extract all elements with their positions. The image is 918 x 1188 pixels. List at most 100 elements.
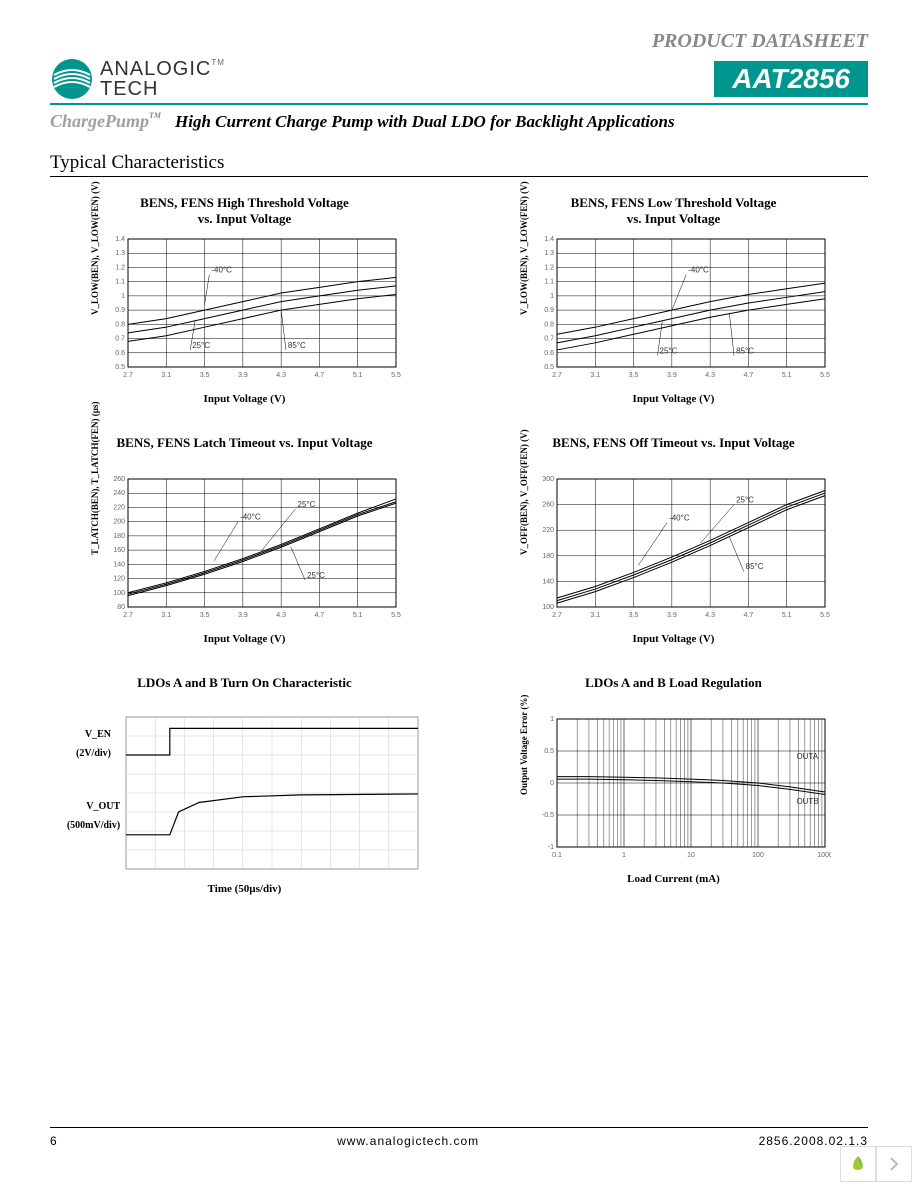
chart-xlabel: Load Current (mA) [627, 873, 720, 885]
svg-text:-0.5: -0.5 [541, 812, 553, 819]
svg-text:1.4: 1.4 [115, 236, 125, 243]
svg-text:5.5: 5.5 [391, 612, 401, 619]
svg-text:180: 180 [113, 533, 125, 540]
product-subtitle: High Current Charge Pump with Dual LDO f… [175, 112, 675, 132]
chart-1: BENS, FENS Low Threshold Voltagevs. Inpu… [479, 195, 868, 405]
svg-text:-1: -1 [547, 844, 553, 851]
chart-title: BENS, FENS Low Threshold Voltagevs. Inpu… [571, 195, 777, 227]
svg-text:3.9: 3.9 [237, 612, 247, 619]
svg-text:3.5: 3.5 [628, 612, 638, 619]
svg-text:5.5: 5.5 [820, 372, 830, 379]
svg-text:0.7: 0.7 [544, 336, 554, 343]
chart-title: BENS, FENS Latch Timeout vs. Input Volta… [117, 435, 373, 467]
svg-text:0.9: 0.9 [544, 307, 554, 314]
chart-5: LDOs A and B Load RegulationOutput Volta… [479, 675, 868, 895]
section-title: Typical Characteristics [50, 152, 868, 174]
nav-next-button[interactable] [876, 1146, 912, 1182]
chart-ylabel: V_LOW(BEN), V_LOW(FEN) (V) [90, 301, 100, 315]
chart-xlabel: Input Voltage (V) [633, 633, 715, 645]
svg-text:4.7: 4.7 [314, 372, 324, 379]
svg-text:0.7: 0.7 [115, 336, 125, 343]
scope-ylabel: V_EN(2V/div) [76, 721, 111, 767]
svg-text:1.2: 1.2 [115, 264, 125, 271]
svg-text:100: 100 [113, 590, 125, 597]
svg-text:-40°C: -40°C [240, 513, 261, 522]
svg-text:260: 260 [113, 476, 125, 483]
svg-text:4.3: 4.3 [276, 612, 286, 619]
svg-text:140: 140 [542, 578, 554, 585]
chart-ylabel: V_OFF(BEN), V_OFF(FEN) (V) [519, 541, 529, 555]
svg-text:4.7: 4.7 [743, 372, 753, 379]
svg-text:1.1: 1.1 [544, 279, 554, 286]
chart-title: LDOs A and B Turn On Characteristic [137, 675, 352, 707]
svg-text:100: 100 [752, 852, 764, 859]
chart-4: LDOs A and B Turn On Characteristic V_EN(… [50, 675, 439, 895]
svg-text:5.1: 5.1 [352, 612, 362, 619]
svg-text:180: 180 [542, 553, 554, 560]
chart-title: BENS, FENS High Threshold Voltagevs. Inp… [140, 195, 349, 227]
chart-3: BENS, FENS Off Timeout vs. Input Voltage… [479, 435, 868, 645]
svg-text:3.9: 3.9 [237, 372, 247, 379]
svg-text:0.6: 0.6 [544, 350, 554, 357]
svg-text:1: 1 [121, 293, 125, 300]
page-footer: 6 www.analogictech.com 2856.2008.02.1.3 [50, 1127, 868, 1148]
part-number-badge: AAT2856 [714, 61, 868, 97]
svg-text:2.7: 2.7 [123, 612, 133, 619]
svg-text:4.7: 4.7 [314, 612, 324, 619]
svg-text:220: 220 [542, 527, 554, 534]
svg-text:25°C: 25°C [192, 341, 210, 350]
chart-title: LDOs A and B Load Regulation [585, 675, 762, 707]
svg-text:3.5: 3.5 [199, 612, 209, 619]
svg-text:4.3: 4.3 [705, 372, 715, 379]
chart-0: BENS, FENS High Threshold Voltagevs. Inp… [50, 195, 439, 405]
svg-text:2.7: 2.7 [552, 612, 562, 619]
svg-text:25°C: 25°C [659, 347, 677, 356]
svg-text:0: 0 [550, 780, 554, 787]
svg-text:OUTA: OUTA [796, 752, 818, 761]
svg-text:4.7: 4.7 [743, 612, 753, 619]
svg-text:-40°C: -40°C [669, 514, 690, 523]
header-bar: ANALOGICTM TECH AAT2856 [50, 57, 868, 105]
logo-text-top: ANALOGIC [100, 58, 211, 80]
svg-text:240: 240 [113, 490, 125, 497]
svg-text:0.8: 0.8 [544, 321, 554, 328]
svg-text:1: 1 [550, 293, 554, 300]
charts-grid: BENS, FENS High Threshold Voltagevs. Inp… [50, 195, 868, 895]
svg-text:200: 200 [113, 519, 125, 526]
logo-text-bottom: TECH [100, 79, 225, 99]
svg-text:1: 1 [622, 852, 626, 859]
svg-text:3.1: 3.1 [161, 372, 171, 379]
svg-text:85°C: 85°C [736, 347, 754, 356]
svg-text:25°C: 25°C [307, 571, 325, 580]
svg-text:0.5: 0.5 [544, 748, 554, 755]
nav-widget [840, 1146, 912, 1182]
svg-text:4.3: 4.3 [705, 612, 715, 619]
svg-text:5.1: 5.1 [781, 372, 791, 379]
svg-text:5.5: 5.5 [391, 372, 401, 379]
svg-text:3.9: 3.9 [666, 612, 676, 619]
svg-text:260: 260 [542, 502, 554, 509]
svg-text:100: 100 [542, 604, 554, 611]
chart-xlabel: Input Voltage (V) [633, 393, 715, 405]
chart-xlabel: Input Voltage (V) [204, 393, 286, 405]
svg-text:1.3: 1.3 [115, 250, 125, 257]
svg-text:2.7: 2.7 [552, 372, 562, 379]
svg-text:3.1: 3.1 [590, 612, 600, 619]
svg-text:OUTB: OUTB [796, 797, 818, 806]
svg-text:-40°C: -40°C [211, 266, 232, 275]
svg-text:0.5: 0.5 [115, 364, 125, 371]
svg-text:5.5: 5.5 [820, 612, 830, 619]
svg-text:5.1: 5.1 [781, 612, 791, 619]
svg-text:25°C: 25°C [736, 496, 754, 505]
nav-logo-icon[interactable] [840, 1146, 876, 1182]
svg-text:1.3: 1.3 [544, 250, 554, 257]
svg-text:120: 120 [113, 576, 125, 583]
section-rule [50, 176, 868, 177]
chart-2: BENS, FENS Latch Timeout vs. Input Volta… [50, 435, 439, 645]
logo-tm: TM [211, 58, 225, 67]
svg-text:5.1: 5.1 [352, 372, 362, 379]
chart-title: BENS, FENS Off Timeout vs. Input Voltage [552, 435, 794, 467]
svg-text:0.9: 0.9 [115, 307, 125, 314]
svg-text:3.9: 3.9 [666, 372, 676, 379]
footer-page: 6 [50, 1134, 58, 1148]
